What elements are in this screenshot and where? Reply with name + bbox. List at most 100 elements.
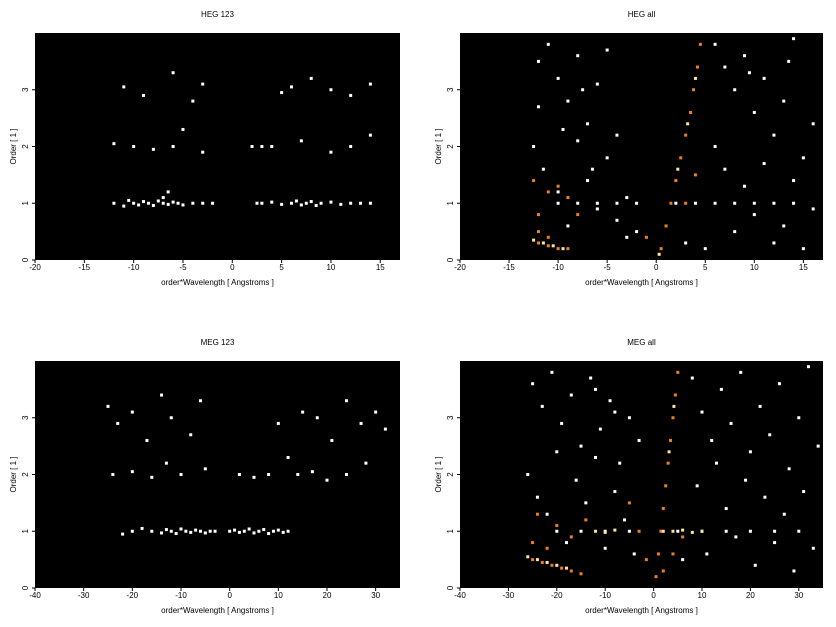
point: [613, 410, 617, 414]
point: [299, 203, 303, 207]
point: [671, 529, 675, 533]
point: [329, 88, 333, 92]
point: [299, 139, 303, 143]
point: [811, 546, 815, 550]
point: [579, 529, 583, 533]
point: [184, 529, 188, 533]
point: [191, 201, 195, 205]
point: [260, 145, 264, 148]
point: [787, 467, 791, 471]
point: [772, 241, 776, 245]
point: [644, 558, 648, 562]
point: [595, 207, 599, 211]
x-tick-label: -20: [454, 263, 466, 272]
point: [661, 569, 665, 573]
y-tick-label: 2: [21, 144, 30, 149]
point: [315, 416, 319, 420]
point: [792, 37, 796, 41]
point: [164, 461, 168, 465]
point: [758, 404, 762, 408]
point: [304, 201, 308, 205]
point: [179, 527, 183, 531]
x-tick-label: -10: [175, 591, 187, 600]
point: [211, 201, 215, 205]
point: [659, 247, 663, 251]
point: [260, 201, 264, 205]
point: [301, 410, 305, 414]
y-tick-label: 2: [446, 144, 455, 149]
point: [349, 201, 353, 205]
x-axis-label: order*Wavelength [ Angstroms ]: [161, 278, 274, 287]
point: [763, 495, 767, 499]
x-tick-label: -40: [29, 591, 41, 600]
point: [127, 198, 131, 202]
point: [564, 541, 568, 545]
plot-area: [35, 33, 400, 260]
point: [579, 444, 583, 448]
point: [773, 529, 777, 533]
point: [329, 150, 333, 154]
point: [792, 201, 796, 205]
point: [339, 202, 343, 206]
point: [280, 202, 284, 206]
point: [733, 230, 737, 234]
point: [546, 244, 550, 248]
point: [729, 421, 733, 425]
point: [176, 201, 180, 205]
point: [627, 416, 631, 420]
point: [171, 200, 175, 204]
point: [201, 150, 205, 154]
point: [535, 512, 539, 516]
point: [237, 530, 241, 534]
point: [681, 535, 685, 539]
point: [189, 530, 193, 534]
point: [330, 438, 334, 442]
y-tick-label: 3: [446, 415, 455, 420]
point: [674, 201, 678, 205]
point: [296, 473, 300, 476]
point: [661, 507, 665, 511]
point: [603, 530, 607, 534]
point: [590, 167, 594, 171]
point: [250, 145, 254, 148]
point: [777, 382, 781, 386]
point: [569, 569, 573, 573]
point: [752, 213, 756, 217]
x-tick-label: -30: [78, 591, 90, 600]
point: [140, 526, 144, 530]
point: [579, 572, 583, 576]
point: [561, 127, 565, 131]
point: [713, 145, 717, 148]
x-tick-label: -40: [454, 591, 466, 600]
point: [676, 167, 680, 171]
point: [733, 88, 737, 92]
point: [161, 196, 165, 200]
point: [142, 93, 146, 97]
point: [161, 201, 165, 205]
chart-title: MEG 123: [201, 338, 235, 347]
point: [201, 82, 205, 86]
point: [532, 238, 536, 242]
point: [276, 528, 280, 532]
x-tick-label: 0: [230, 263, 235, 272]
y-axis-label: Order [ 1 ]: [434, 456, 443, 492]
point: [566, 247, 570, 251]
point: [270, 200, 274, 204]
point: [566, 224, 570, 228]
point: [280, 91, 284, 95]
point: [603, 546, 607, 550]
point: [203, 531, 207, 535]
point: [555, 563, 559, 567]
point: [595, 82, 599, 86]
y-tick-label: 3: [21, 87, 30, 92]
x-axis-label: order*Wavelength [ Angstroms ]: [585, 278, 698, 287]
point: [693, 201, 697, 205]
point: [309, 200, 313, 204]
point: [194, 528, 198, 532]
point: [674, 179, 678, 183]
point: [659, 529, 663, 533]
point: [684, 201, 688, 205]
point: [536, 241, 540, 245]
point: [344, 473, 348, 476]
x-tick-label: 0: [651, 591, 656, 600]
